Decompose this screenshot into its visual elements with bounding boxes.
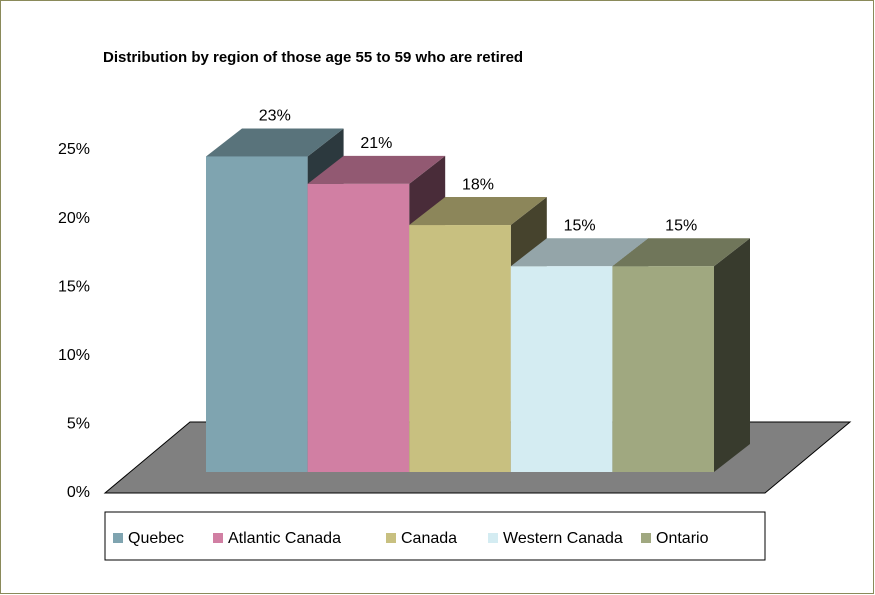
bar [206, 156, 308, 472]
legend [104, 511, 766, 561]
bar [409, 225, 511, 472]
bar-top [206, 128, 344, 157]
chart-title: Distribution by region of those age 55 t… [103, 49, 523, 66]
data-label: 18% [462, 176, 494, 193]
y-tick-label: 10% [58, 347, 90, 364]
bar [510, 266, 613, 472]
legend-label: Ontario [656, 530, 709, 547]
bar-top [307, 155, 446, 184]
y-tick-label: 5% [67, 416, 90, 433]
y-tick-label: 15% [58, 278, 90, 295]
legend-swatch [386, 533, 396, 543]
data-label: 15% [564, 217, 596, 234]
data-label: 21% [360, 135, 392, 152]
legend-swatch [113, 533, 123, 543]
bar [307, 183, 410, 472]
bar-top [612, 238, 750, 267]
legend-label: Canada [401, 530, 457, 547]
legend-swatch [488, 533, 498, 543]
bar-side [714, 238, 750, 472]
legend-swatch [641, 533, 651, 543]
bar [612, 266, 714, 472]
data-label: 15% [665, 217, 697, 234]
legend-swatch [213, 533, 223, 543]
legend-label: Atlantic Canada [228, 530, 341, 547]
bar-top [409, 197, 547, 226]
y-tick-label: 25% [58, 141, 90, 158]
y-tick-label: 0% [67, 484, 90, 501]
bar-top [510, 238, 649, 267]
y-tick-label: 20% [58, 210, 90, 227]
legend-label: Quebec [128, 530, 184, 547]
data-label: 23% [259, 108, 291, 125]
legend-label: Western Canada [503, 530, 623, 547]
